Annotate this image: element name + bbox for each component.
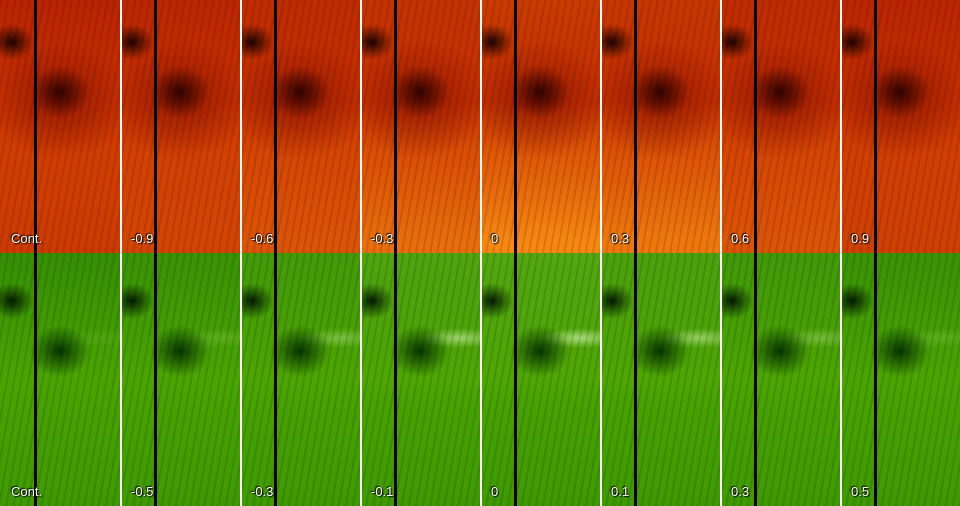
slit-line (754, 0, 757, 253)
panel-label: -0.5 (131, 484, 154, 499)
image-panel: 0.6 (720, 0, 840, 253)
texture (480, 0, 600, 253)
slit-line (514, 253, 517, 506)
slit-line (394, 253, 397, 506)
slit-line (394, 0, 397, 253)
separator (240, 253, 242, 506)
slit-line (874, 253, 877, 506)
image-panel: 0.9 (840, 0, 960, 253)
texture (840, 253, 960, 506)
separator (720, 0, 722, 253)
texture (120, 0, 240, 253)
separator (480, 253, 482, 506)
slit-line (634, 0, 637, 253)
separator (240, 0, 242, 253)
panel-label: -0.9 (131, 231, 154, 246)
texture (600, 253, 720, 506)
image-panel: 0 (480, 253, 600, 506)
separator (120, 0, 122, 253)
panel-label: -0.3 (251, 484, 274, 499)
texture (720, 253, 840, 506)
image-panel: -0.3 (360, 0, 480, 253)
panel-label: 0 (491, 484, 499, 499)
slit-line (34, 0, 37, 253)
slit-line (274, 253, 277, 506)
slit-line (754, 253, 757, 506)
panel-label: -0.1 (371, 484, 394, 499)
texture (0, 0, 120, 253)
separator (600, 0, 602, 253)
separator (720, 253, 722, 506)
slit-line (154, 253, 157, 506)
image-panel: -0.5 (120, 253, 240, 506)
texture (600, 0, 720, 253)
image-panel: Cont. (0, 253, 120, 506)
slit-line (34, 253, 37, 506)
texture (0, 253, 120, 506)
texture (720, 0, 840, 253)
panel-label: 0.1 (611, 484, 630, 499)
image-panel: -0.1 (360, 253, 480, 506)
panel-label: Cont. (11, 484, 43, 499)
separator (840, 253, 842, 506)
slit-line (874, 0, 877, 253)
image-panel: 0.3 (720, 253, 840, 506)
panel-label: 0.3 (731, 484, 750, 499)
panel-label: 0.6 (731, 231, 750, 246)
panel-label: 0.5 (851, 484, 870, 499)
separator (360, 253, 362, 506)
separator (480, 0, 482, 253)
image-panel: 0.3 (600, 0, 720, 253)
separator (360, 0, 362, 253)
image-panel: 0.1 (600, 253, 720, 506)
separator (840, 0, 842, 253)
panel-label: Cont. (11, 231, 43, 246)
texture (840, 0, 960, 253)
image-panel: -0.9 (120, 0, 240, 253)
texture (120, 253, 240, 506)
texture (480, 253, 600, 506)
slit-line (274, 0, 277, 253)
slit-line (154, 0, 157, 253)
separator (120, 253, 122, 506)
panel-label: 0.3 (611, 231, 630, 246)
slit-line (634, 253, 637, 506)
image-panel: 0 (480, 0, 600, 253)
separator (600, 253, 602, 506)
image-panel: -0.3 (240, 253, 360, 506)
panel-label: -0.6 (251, 231, 274, 246)
texture (240, 0, 360, 253)
texture (360, 0, 480, 253)
panel-label: 0.9 (851, 231, 870, 246)
image-panel: 0.5 (840, 253, 960, 506)
panel-label: 0 (491, 231, 499, 246)
slit-line (514, 0, 517, 253)
image-panel: Cont. (0, 0, 120, 253)
panel-label: -0.3 (371, 231, 394, 246)
image-panel: -0.6 (240, 0, 360, 253)
texture (360, 253, 480, 506)
texture (240, 253, 360, 506)
